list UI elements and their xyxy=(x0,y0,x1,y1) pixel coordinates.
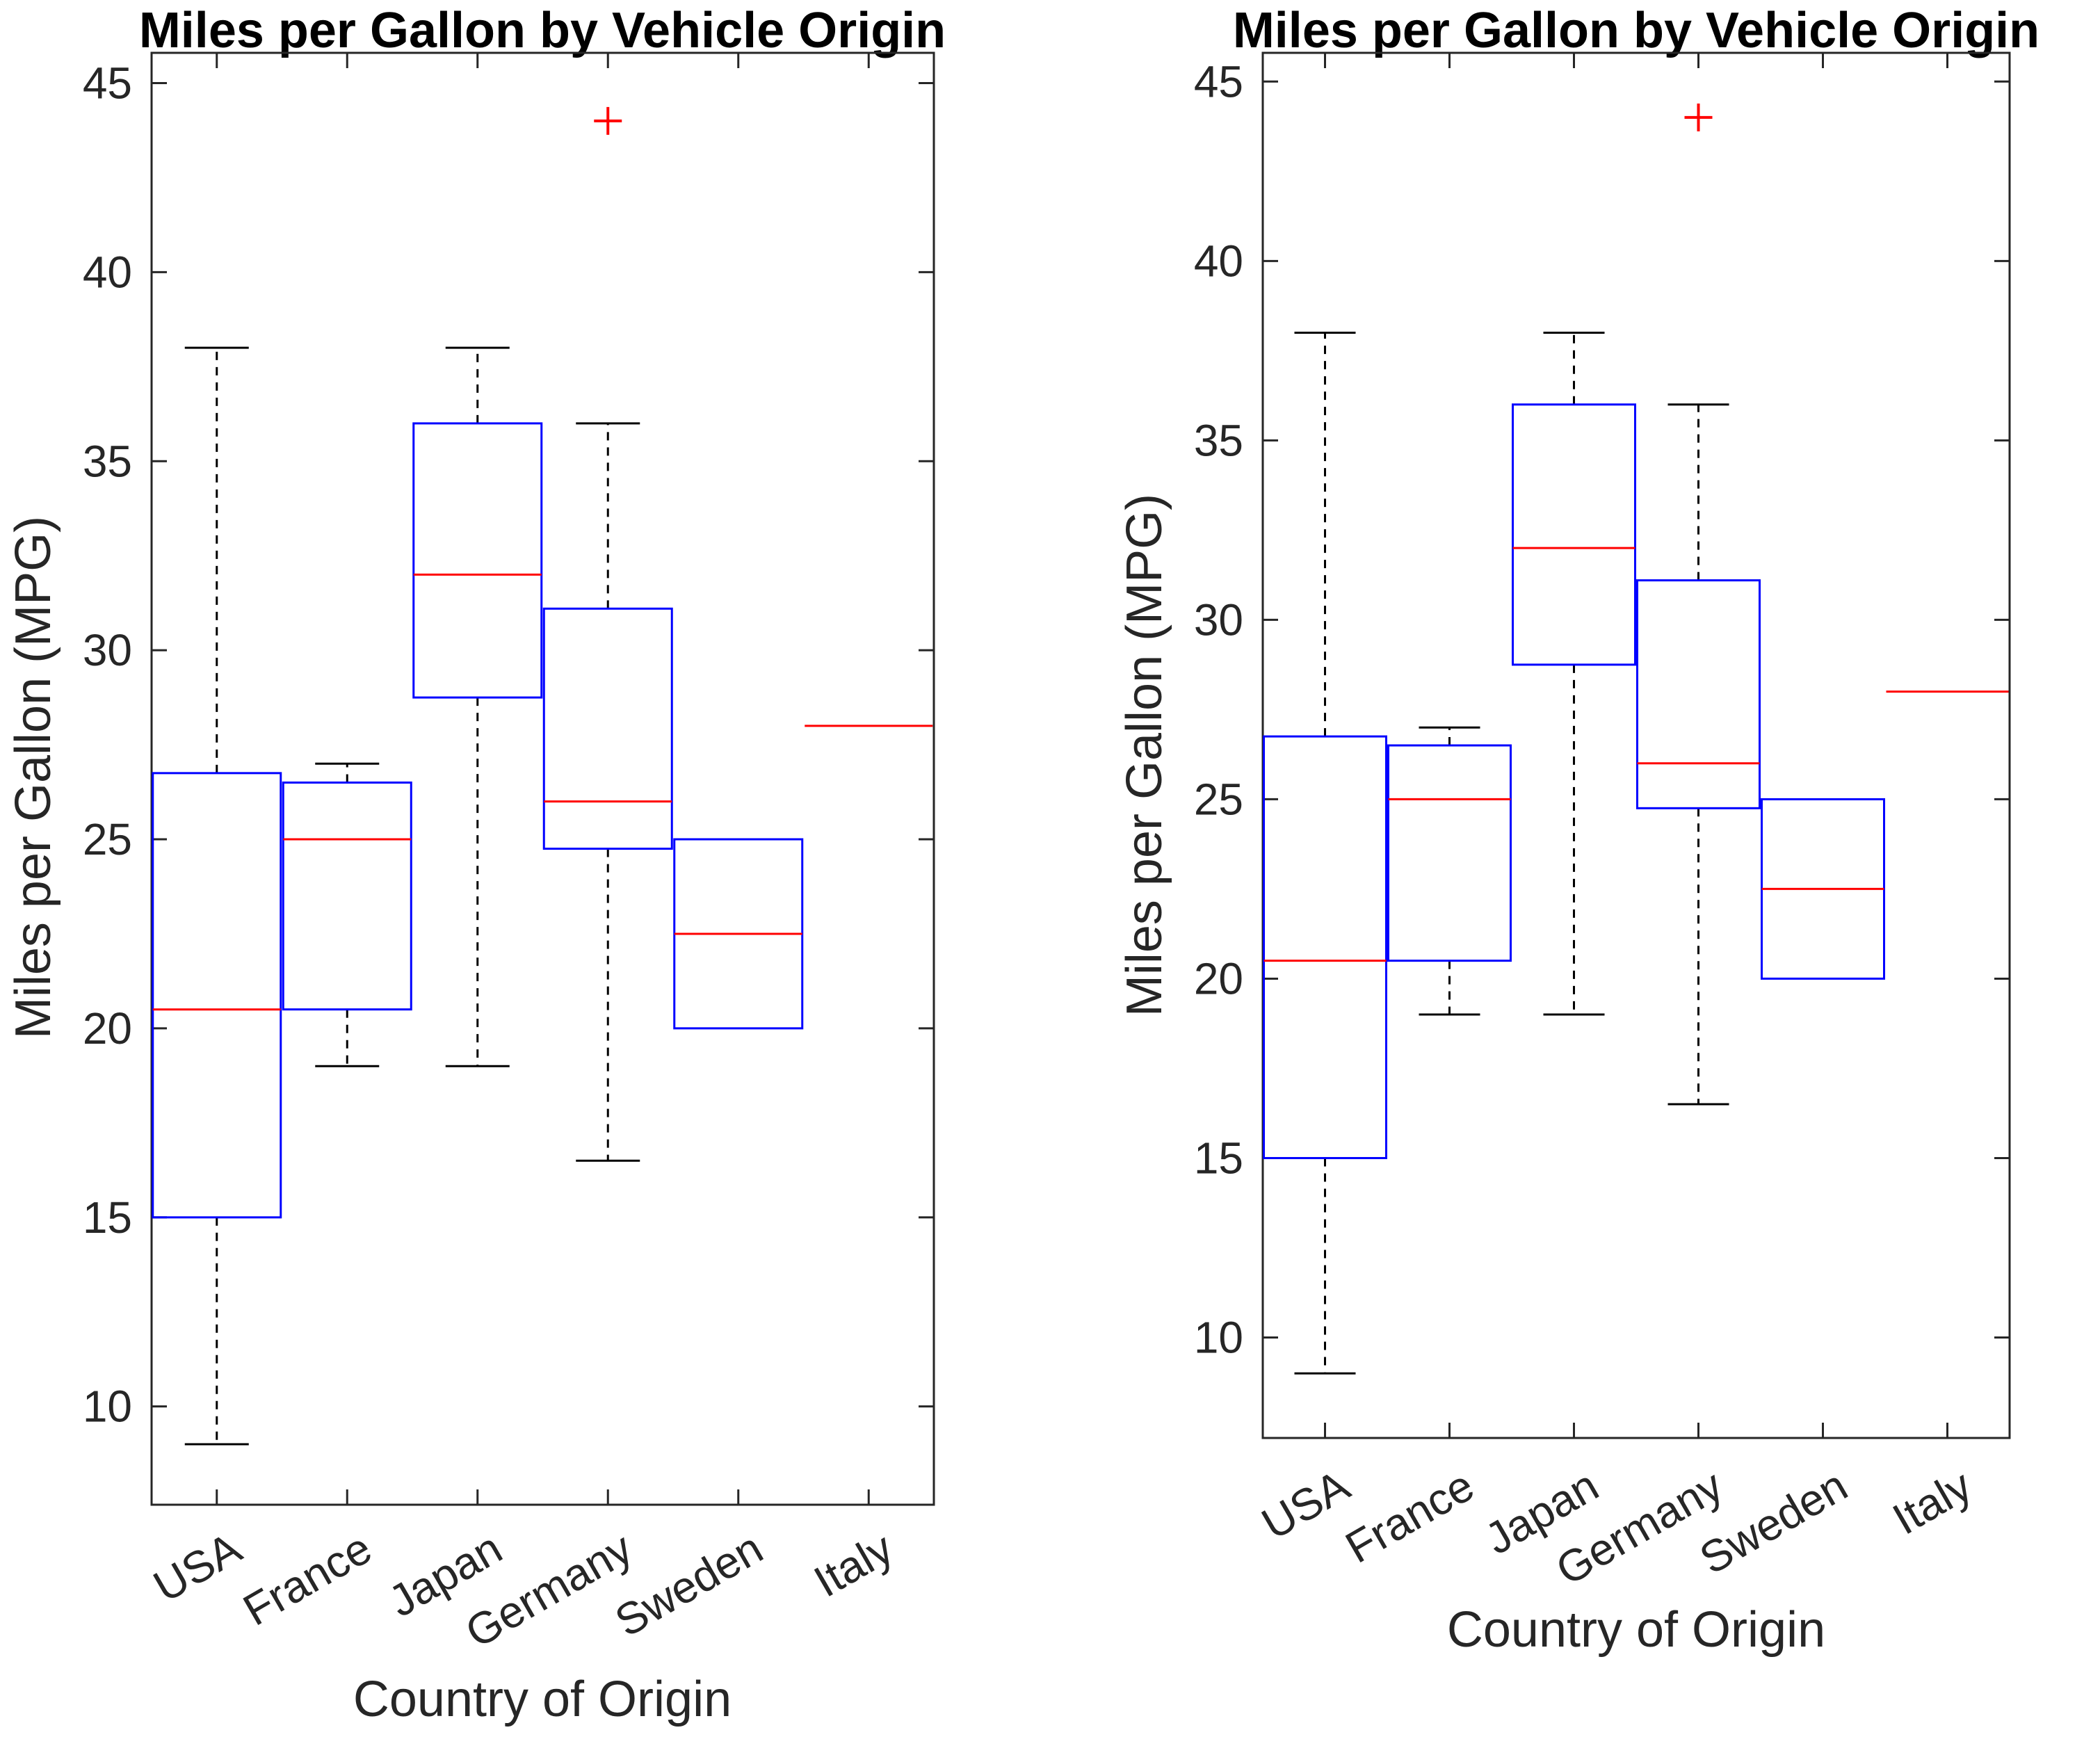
x-tick-label: USA xyxy=(145,1523,250,1612)
x-tick-label: Sweden xyxy=(606,1523,770,1647)
outlier-marker xyxy=(1684,103,1713,131)
box-sweden xyxy=(673,838,804,1030)
chart-left: Miles per Gallon by Vehicle Origin 10 15 20… xyxy=(6,3,946,1727)
box-usa xyxy=(1263,332,1387,1375)
box-japan xyxy=(412,346,543,1067)
x-tick-label: Italy xyxy=(806,1523,902,1607)
y-tick-label: 30 xyxy=(83,625,132,675)
x-axis-label: Country of Origin xyxy=(1447,1602,1825,1658)
y-tick-label: 25 xyxy=(1194,774,1243,824)
box-rect xyxy=(542,607,673,850)
y-tick-label: 10 xyxy=(1194,1313,1243,1363)
box-rect xyxy=(1636,579,1761,809)
box-france xyxy=(282,762,412,1067)
chart-title: Miles per Gallon by Vehicle Origin xyxy=(1233,3,2040,58)
y-tick-label: 35 xyxy=(1194,415,1243,465)
x-tick-label: France xyxy=(1337,1460,1483,1573)
box-rect xyxy=(1387,744,1512,962)
box-rect xyxy=(412,422,543,699)
box-germany xyxy=(542,106,673,1162)
box-france xyxy=(1387,726,1512,1016)
box-japan xyxy=(1512,332,1636,1016)
box-sweden xyxy=(1761,798,1885,980)
chart-title: Miles per Gallon by Vehicle Origin xyxy=(139,3,946,58)
y-tick-label: 40 xyxy=(83,247,132,297)
x-tick-label: France xyxy=(235,1523,380,1635)
y-tick-label: 45 xyxy=(83,58,132,108)
y-tick-label: 15 xyxy=(1194,1133,1243,1183)
y-axis-label: Miles per Gallon (MPG) xyxy=(6,516,61,1039)
chart-right: Miles per Gallon by Vehicle Origin 10 15 20… xyxy=(1117,3,2040,1658)
box-rect xyxy=(1263,735,1387,1159)
box-rect xyxy=(282,781,412,1011)
y-tick-label: 20 xyxy=(1194,953,1243,1003)
box-germany xyxy=(1636,103,1761,1106)
y-tick-label: 40 xyxy=(1194,236,1243,286)
plot-area-frame xyxy=(150,51,935,1506)
x-tick-label: Italy xyxy=(1884,1460,1980,1544)
outlier-marker xyxy=(594,106,622,135)
y-tick-label: 45 xyxy=(1194,56,1243,106)
x-axis-label: Country of Origin xyxy=(353,1672,732,1727)
box-rect xyxy=(1512,403,1636,666)
box-usa xyxy=(152,346,282,1446)
y-axis-label: Miles per Gallon (MPG) xyxy=(1117,494,1172,1017)
y-tick-label: 30 xyxy=(1194,595,1243,645)
y-tick-label: 15 xyxy=(83,1193,132,1243)
y-tick-label: 10 xyxy=(83,1382,132,1432)
y-tick-label: 35 xyxy=(83,436,132,486)
box-rect xyxy=(152,772,282,1219)
y-tick-label: 25 xyxy=(83,814,132,864)
y-tick-label: 20 xyxy=(83,1003,132,1053)
